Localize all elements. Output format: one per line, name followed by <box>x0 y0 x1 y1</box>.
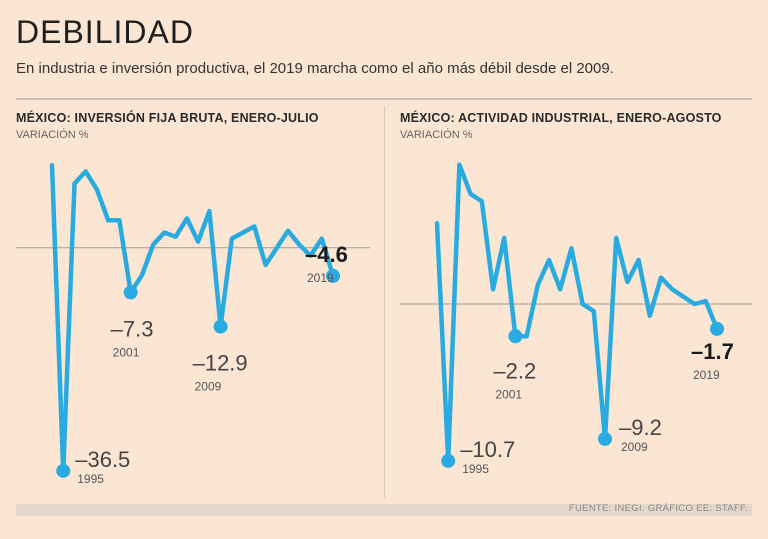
value-label-2019: –4.6 <box>305 242 348 267</box>
year-label-2009: 2009 <box>195 380 222 394</box>
value-label-2001: –7.3 <box>111 316 154 341</box>
chart-title-inversion: MÉXICO: INVERSIÓN FIJA BRUTA, ENERO-JULI… <box>16 111 319 125</box>
data-point-1995 <box>56 463 71 478</box>
data-point-2001 <box>508 329 523 344</box>
data-point-2009 <box>598 431 612 446</box>
year-label-2009: 2009 <box>621 440 648 454</box>
value-label-2019: –1.7 <box>691 339 734 364</box>
year-label-2019: 2019 <box>693 368 720 382</box>
data-point-1995 <box>441 453 456 468</box>
top-divider <box>16 98 752 100</box>
data-point-2001 <box>123 285 138 300</box>
value-label-1995: –10.7 <box>460 437 515 462</box>
source-note: FUENTE: INEGI. GRÁFICO EE: STAFF. <box>568 503 748 514</box>
value-label-2009: –9.2 <box>619 415 662 440</box>
value-label-1995: –36.5 <box>75 447 130 472</box>
series-line <box>434 162 720 464</box>
year-label-2019: 2019 <box>307 271 334 285</box>
data-point-2019 <box>326 268 340 283</box>
series-line <box>49 163 336 474</box>
data-point-2009 <box>213 319 228 334</box>
panel-divider <box>384 106 385 498</box>
year-label-1995: 1995 <box>77 472 104 486</box>
year-label-1995: 1995 <box>462 462 489 476</box>
footer-bar <box>16 504 752 516</box>
page-subtitle: En industria e inversión productiva, el … <box>16 60 614 77</box>
year-label-2001: 2001 <box>113 345 140 359</box>
year-label-2001: 2001 <box>495 387 522 401</box>
chart-title-industrial: MÉXICO: ACTIVIDAD INDUSTRIAL, ENERO-AGOS… <box>400 111 722 125</box>
value-label-2001: –2.2 <box>493 358 536 383</box>
page-title: DEBILIDAD <box>16 14 194 50</box>
data-point-2019 <box>710 321 724 336</box>
value-label-2009: –12.9 <box>193 351 248 376</box>
chart-ylabel-industrial: VARIACIÓN % <box>400 129 473 141</box>
chart-ylabel-inversion: VARIACIÓN % <box>16 129 89 141</box>
